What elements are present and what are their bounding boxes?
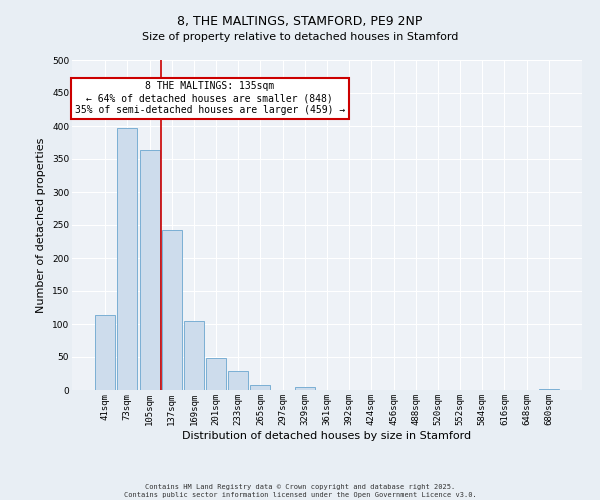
Bar [539, 388, 559, 390]
Y-axis label: Number of detached properties: Number of detached properties [37, 138, 46, 312]
Bar [118, 128, 137, 390]
Bar [250, 384, 271, 390]
Text: Contains HM Land Registry data © Crown copyright and database right 2025.
Contai: Contains HM Land Registry data © Crown c… [124, 484, 476, 498]
Bar [295, 386, 315, 390]
Text: 8, THE MALTINGS, STAMFORD, PE9 2NP: 8, THE MALTINGS, STAMFORD, PE9 2NP [178, 15, 422, 28]
Bar [184, 320, 204, 390]
Bar [140, 150, 160, 390]
Bar [95, 316, 115, 390]
Bar [206, 358, 226, 390]
X-axis label: Distribution of detached houses by size in Stamford: Distribution of detached houses by size … [182, 430, 472, 440]
Bar [228, 371, 248, 390]
Text: Size of property relative to detached houses in Stamford: Size of property relative to detached ho… [142, 32, 458, 42]
Text: 8 THE MALTINGS: 135sqm
← 64% of detached houses are smaller (848)
35% of semi-de: 8 THE MALTINGS: 135sqm ← 64% of detached… [74, 82, 345, 114]
Bar [162, 230, 182, 390]
